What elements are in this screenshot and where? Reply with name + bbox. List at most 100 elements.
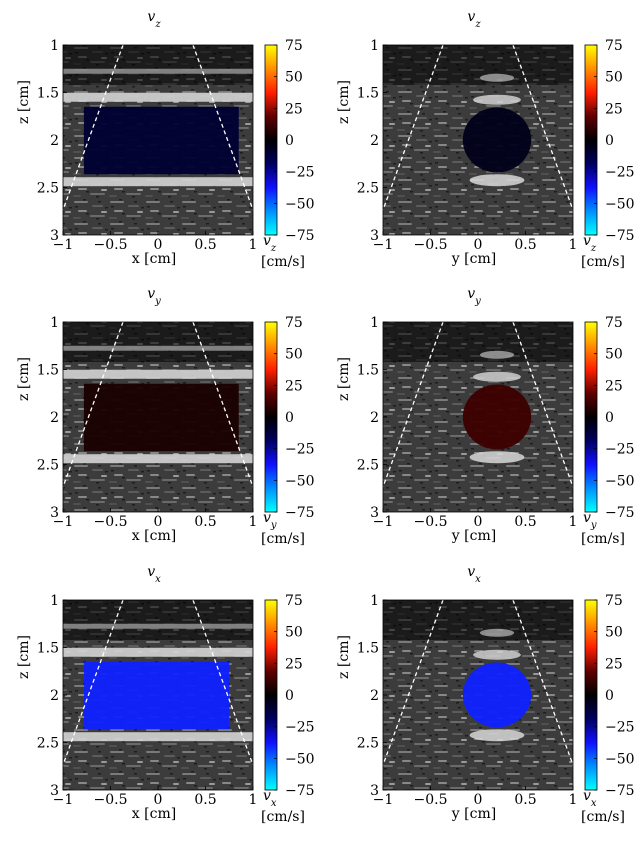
y-tick-label: 1 xyxy=(370,593,379,609)
colorbar-tick-label: 0 xyxy=(605,410,614,426)
colorbar-unit: [cm/s] xyxy=(261,254,305,270)
x-tick-label: 1 xyxy=(249,237,258,253)
ultrasound-image xyxy=(383,600,573,790)
subplot-5: −1 −0.5 0 0.5 1 1 1.5 2 2.5 3 vx x [cm] z [cm] 75 50 25… xyxy=(16,564,315,825)
colorbar-tick-label: 25 xyxy=(605,101,623,117)
y-tick-label: 2.5 xyxy=(357,458,379,474)
colorbar-tick-label: 50 xyxy=(605,70,623,86)
colorbar-tick-label: 0 xyxy=(285,133,294,149)
subplot-2: −1 −0.5 0 0.5 1 1 1.5 2 2.5 3 vz y [cm] z [cm] 75 50 25… xyxy=(336,9,635,270)
x-tick-label: 0 xyxy=(154,237,163,253)
y-axis-label: z [cm] xyxy=(336,357,352,401)
y-tick-label: 1.5 xyxy=(37,363,59,379)
colorbar-label: vx xyxy=(583,788,597,809)
flow-region xyxy=(83,106,239,175)
colorbar-tick-label: 0 xyxy=(285,688,294,704)
x-tick-label: 0 xyxy=(474,237,483,253)
vessel-wall-top xyxy=(473,94,521,105)
colorbar-unit: [cm/s] xyxy=(581,254,625,270)
ultrasound-image xyxy=(63,45,253,235)
x-tick-label: −1 xyxy=(373,792,394,808)
x-axis-label: y [cm] xyxy=(451,251,496,267)
y-axis-label: z [cm] xyxy=(16,80,32,124)
tissue-layer xyxy=(479,73,515,82)
vessel-wall-top xyxy=(63,647,253,657)
flow-region xyxy=(462,662,532,728)
colorbar-tick-label: −75 xyxy=(285,228,315,244)
y-tick-label: 2 xyxy=(50,688,59,704)
colorbar-tick-label: −25 xyxy=(285,165,315,181)
colorbar-tick-label: −25 xyxy=(605,442,635,458)
y-tick-label: 2 xyxy=(370,410,379,426)
y-tick-label: 1 xyxy=(50,593,59,609)
vessel-wall-top xyxy=(63,92,253,102)
colorbar-tick-label: −50 xyxy=(605,196,635,212)
sector-line-left xyxy=(383,600,444,766)
x-tick-label: 1 xyxy=(569,237,578,253)
subplot-title: vy xyxy=(147,286,161,307)
flow-region xyxy=(83,661,230,730)
ultrasound-image xyxy=(63,322,253,512)
colorbar-tick-label: 25 xyxy=(285,656,303,672)
colorbar-label: vy xyxy=(263,510,277,531)
tissue-layer xyxy=(479,350,515,359)
x-tick-label: 1 xyxy=(249,792,258,808)
x-tick-label: 0 xyxy=(474,514,483,530)
subplot-title: vz xyxy=(467,9,481,30)
y-tick-label: 2 xyxy=(50,133,59,149)
x-tick-label: −1 xyxy=(53,514,74,530)
y-tick-label: 3 xyxy=(50,783,59,799)
colorbar-tick-label: 25 xyxy=(605,656,623,672)
tissue-layer xyxy=(479,628,515,637)
x-tick-label: 1 xyxy=(249,514,258,530)
colorbar-label: vz xyxy=(263,233,277,254)
y-tick-label: 1.5 xyxy=(37,86,59,102)
colorbar-tick-label: 50 xyxy=(285,347,303,363)
y-tick-label: 3 xyxy=(370,228,379,244)
colorbar-unit: [cm/s] xyxy=(261,809,305,825)
sector-line-right xyxy=(192,45,253,211)
y-axis-label: z [cm] xyxy=(336,80,352,124)
y-tick-label: 2 xyxy=(370,133,379,149)
colorbar-tick-label: −25 xyxy=(285,442,315,458)
y-tick-label: 2.5 xyxy=(37,458,59,474)
x-tick-label: 0.5 xyxy=(194,237,216,253)
y-axis-label: z [cm] xyxy=(336,635,352,679)
colorbar-tick-label: −75 xyxy=(285,505,315,521)
colorbar-tick-label: 0 xyxy=(605,133,614,149)
vessel-wall-top xyxy=(63,369,253,379)
colorbar-tick-label: 25 xyxy=(605,378,623,394)
y-tick-label: 3 xyxy=(50,228,59,244)
colorbar-tick-label: 50 xyxy=(285,70,303,86)
y-tick-label: 2.5 xyxy=(357,181,379,197)
sector-line-right xyxy=(192,600,253,766)
y-axis-label: z [cm] xyxy=(16,635,32,679)
ultrasound-image xyxy=(383,45,573,235)
sector-line-right xyxy=(192,322,253,488)
subplot-title: vz xyxy=(147,9,161,30)
y-tick-label: 2.5 xyxy=(37,736,59,752)
y-tick-label: 3 xyxy=(50,505,59,521)
subplot-title: vx xyxy=(467,564,481,585)
vessel-wall-bottom xyxy=(63,177,253,187)
x-tick-label: 0.5 xyxy=(194,514,216,530)
sector-line-left xyxy=(383,322,444,488)
colorbar-tick-label: 75 xyxy=(605,315,623,331)
near-field-shadow xyxy=(63,600,253,640)
subplot-4: −1 −0.5 0 0.5 1 1 1.5 2 2.5 3 vy y [cm] z [cm] 75 50 25… xyxy=(336,286,635,547)
colorbar-unit: [cm/s] xyxy=(581,809,625,825)
x-tick-label: 0.5 xyxy=(514,792,536,808)
subplot-6: −1 −0.5 0 0.5 1 1 1.5 2 2.5 3 vx y [cm] z [cm] 75 50 25… xyxy=(336,564,635,825)
tissue-layer xyxy=(63,345,253,351)
colorbar-label: vz xyxy=(583,233,597,254)
colorbar-tick-label: −50 xyxy=(605,751,635,767)
sector-line-left xyxy=(63,600,124,766)
tissue-layer xyxy=(63,68,253,74)
colorbar-tick-label: −50 xyxy=(285,751,315,767)
y-tick-label: 1.5 xyxy=(37,641,59,657)
colorbar-unit: [cm/s] xyxy=(261,531,305,547)
y-tick-label: 1 xyxy=(370,38,379,54)
near-field-shadow xyxy=(383,322,573,362)
subplot-3: −1 −0.5 0 0.5 1 1 1.5 2 2.5 3 vy x [cm] z [cm] 75 50 25… xyxy=(16,286,315,547)
